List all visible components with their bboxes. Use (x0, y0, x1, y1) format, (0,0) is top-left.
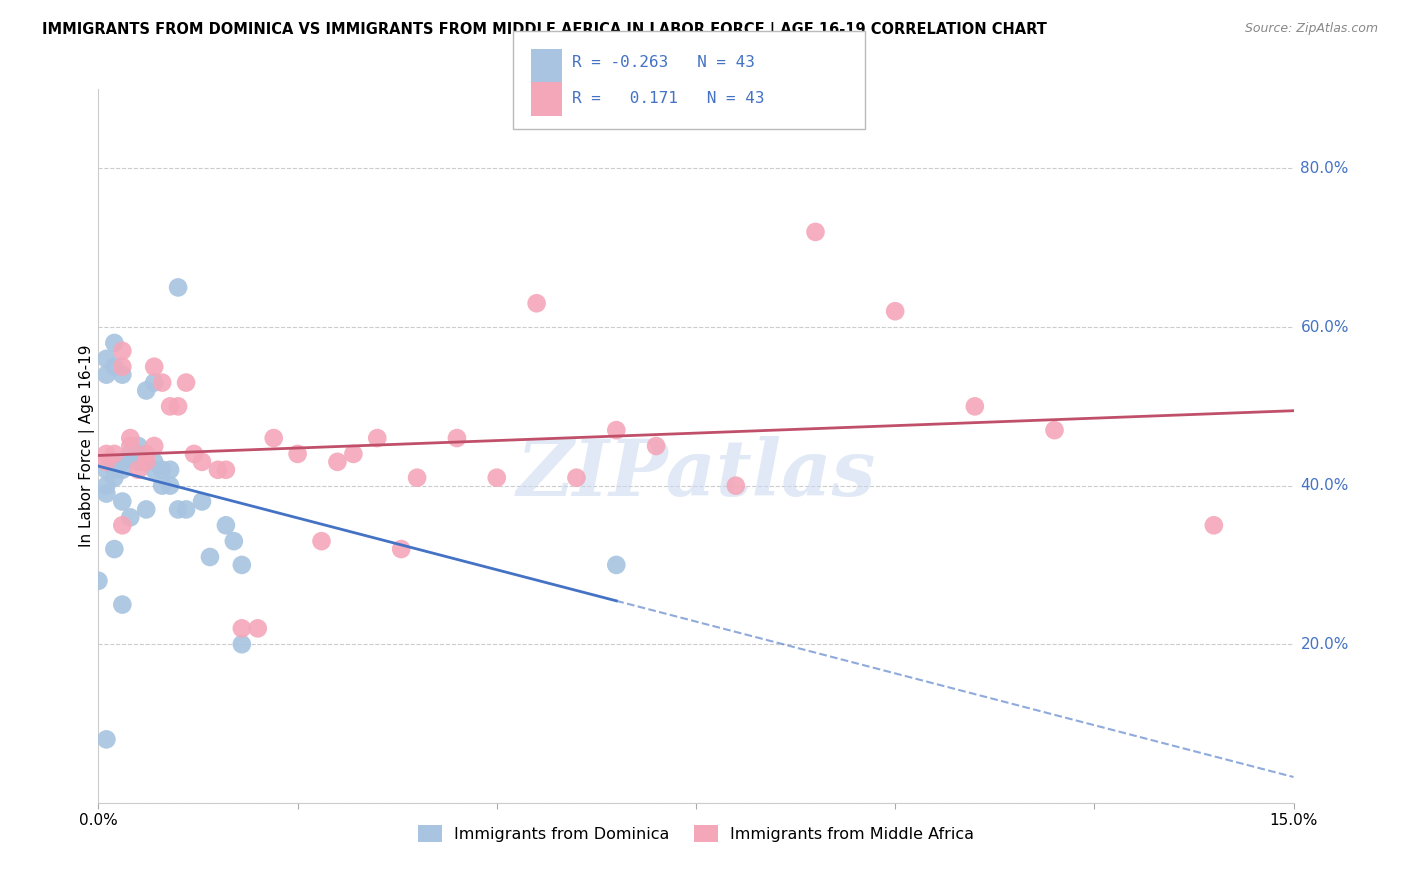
Legend: Immigrants from Dominica, Immigrants from Middle Africa: Immigrants from Dominica, Immigrants fro… (411, 819, 981, 848)
Text: R =   0.171   N = 43: R = 0.171 N = 43 (572, 91, 765, 105)
Point (150, 463, 173, 477)
Point (103, 447, 125, 461)
Point (127, 439, 149, 453)
Point (103, 542, 125, 557)
Text: IMMIGRANTS FROM DOMINICA VS IMMIGRANTS FROM MIDDLE AFRICA IN LABOR FORCE | AGE 1: IMMIGRANTS FROM DOMINICA VS IMMIGRANTS F… (42, 22, 1047, 38)
Point (191, 455, 214, 469)
Point (96, 447, 118, 461)
Point (111, 359, 134, 374)
Text: 20.0%: 20.0% (1301, 637, 1348, 652)
Point (191, 494, 214, 508)
Point (120, 447, 142, 461)
Point (222, 534, 245, 549)
Point (207, 463, 229, 477)
Point (96, 455, 118, 469)
Point (96, 368, 118, 382)
Point (111, 343, 134, 358)
Point (127, 447, 149, 461)
Point (366, 431, 388, 445)
Point (167, 280, 190, 294)
Point (804, 225, 827, 239)
Point (884, 304, 907, 318)
Point (96, 486, 118, 500)
Point (246, 621, 269, 635)
Point (135, 384, 157, 398)
Point (526, 296, 548, 310)
Point (120, 439, 142, 453)
Point (120, 431, 142, 445)
Point (150, 376, 173, 390)
Text: ZIPatlas: ZIPatlas (516, 436, 876, 513)
Point (645, 439, 668, 453)
Point (263, 431, 285, 445)
Point (167, 502, 190, 516)
Y-axis label: In Labor Force | Age 16-19: In Labor Force | Age 16-19 (79, 344, 96, 548)
Point (103, 463, 125, 477)
Point (111, 518, 134, 533)
Point (485, 471, 508, 485)
Point (342, 447, 364, 461)
Point (143, 463, 166, 477)
Point (143, 439, 166, 453)
Point (96, 478, 118, 492)
Point (143, 455, 166, 469)
Point (111, 455, 134, 469)
Point (1202, 518, 1225, 533)
Point (103, 471, 125, 485)
Point (605, 423, 627, 437)
Point (963, 400, 986, 414)
Point (103, 455, 125, 469)
Point (135, 455, 157, 469)
Point (103, 335, 125, 350)
Point (159, 463, 181, 477)
Point (150, 478, 173, 492)
Point (174, 502, 197, 516)
Point (287, 447, 309, 461)
Text: 40.0%: 40.0% (1301, 478, 1348, 493)
Point (605, 558, 627, 572)
Point (111, 368, 134, 382)
Point (127, 455, 149, 469)
Point (111, 463, 134, 477)
Point (1043, 423, 1066, 437)
Point (215, 463, 238, 477)
Point (127, 463, 149, 477)
Point (183, 447, 205, 461)
Point (135, 447, 157, 461)
Point (446, 431, 468, 445)
Point (135, 502, 157, 516)
Point (174, 376, 197, 390)
Point (87, 574, 110, 588)
Point (167, 400, 190, 414)
Point (724, 478, 747, 492)
Point (311, 534, 333, 549)
Point (143, 359, 166, 374)
Point (326, 455, 349, 469)
Text: Source: ZipAtlas.com: Source: ZipAtlas.com (1244, 22, 1378, 36)
Text: R = -0.263   N = 43: R = -0.263 N = 43 (572, 55, 755, 70)
Point (96, 351, 118, 366)
Text: 60.0%: 60.0% (1301, 319, 1348, 334)
Point (135, 455, 157, 469)
Point (111, 494, 134, 508)
Point (215, 518, 238, 533)
Point (159, 400, 181, 414)
Point (96, 732, 118, 747)
Point (96, 463, 118, 477)
Point (143, 376, 166, 390)
Point (231, 558, 253, 572)
Point (231, 637, 253, 651)
Point (159, 478, 181, 492)
Point (406, 471, 429, 485)
Point (103, 359, 125, 374)
Text: 80.0%: 80.0% (1301, 161, 1348, 176)
Point (565, 471, 588, 485)
Point (231, 621, 253, 635)
Point (111, 598, 134, 612)
Point (198, 549, 221, 564)
Point (120, 510, 142, 524)
Point (389, 542, 412, 557)
